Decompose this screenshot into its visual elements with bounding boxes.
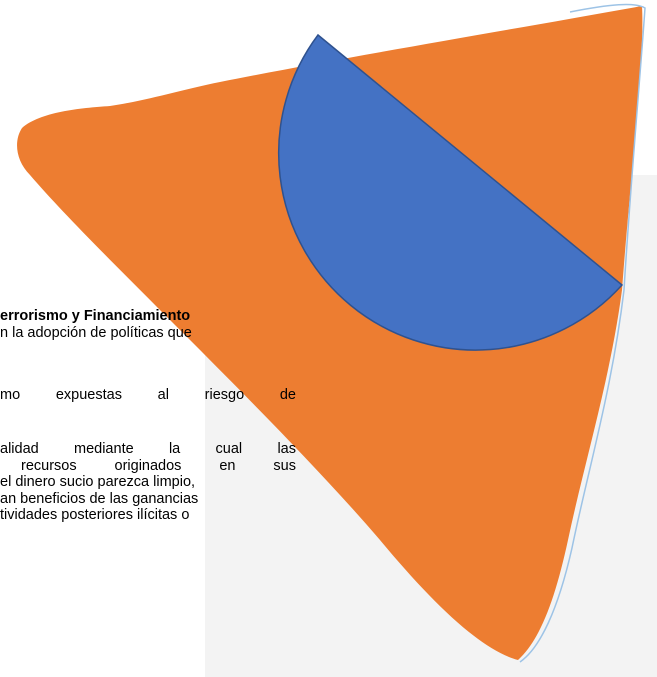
text-line: tividades posteriores ilícitas o xyxy=(0,507,189,524)
text-line: mo expuestas al riesgo de xyxy=(0,387,296,404)
text-line: el dinero sucio parezca limpio, xyxy=(0,474,195,491)
text-line: an beneficios de las ganancias xyxy=(0,491,198,508)
page: {"document": {"lines": [ "errorismo y Fi… xyxy=(0,0,657,677)
text-line: n la adopción de políticas que xyxy=(0,325,192,342)
text-line: alidad mediante la cual las xyxy=(0,441,296,458)
text-line: errorismo y Financiamiento xyxy=(0,308,190,325)
text-line: recursos originados en sus xyxy=(21,458,296,475)
